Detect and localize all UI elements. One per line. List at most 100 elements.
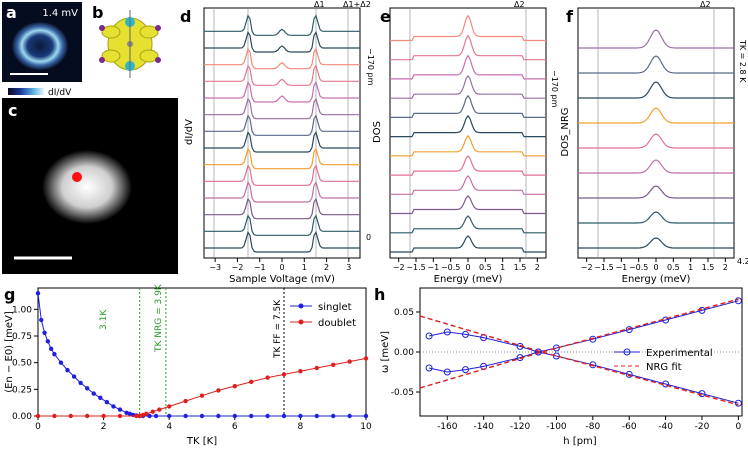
spectra-d xyxy=(204,14,360,253)
g-plot-point-1-0 xyxy=(35,413,41,419)
f-ticks-label-0: −2 xyxy=(581,263,593,272)
right-label-f: TK = 2.8 K xyxy=(738,39,747,83)
ylabel-f: DOS_NRG xyxy=(560,107,571,156)
legend-singlet: singlet xyxy=(318,302,352,313)
d-traces-trace-5 xyxy=(204,147,360,170)
f-traces-trace-6 xyxy=(578,81,734,99)
d-traces-trace-13 xyxy=(204,14,360,36)
colorbar xyxy=(8,88,44,95)
h-plot-point-1-5 xyxy=(534,348,542,356)
g-plot-xtick-label-1: 2 xyxy=(101,422,107,432)
top-label-f: Δ2 xyxy=(700,0,711,9)
e-traces-trace-4 xyxy=(390,154,546,176)
g-plot-point-0-15 xyxy=(117,407,123,412)
h-plot-point-0-8 xyxy=(625,326,633,334)
annot-nrg: TK NRG = 3.9K xyxy=(154,283,164,353)
g-plot-point-1-18 xyxy=(265,375,270,380)
panel-letter-h: h xyxy=(374,285,385,304)
xlabel-d: Sample Voltage (mV) xyxy=(229,274,335,285)
g-plot-point-0-11 xyxy=(91,391,96,396)
f-ticks-label-3: −0.5 xyxy=(629,263,648,272)
g-plot-point-0-13 xyxy=(104,399,110,405)
annot-3p1k: 3.1K xyxy=(99,309,109,330)
g-plot-point-0-23 xyxy=(153,413,159,419)
d-traces-trace-12 xyxy=(204,30,360,53)
ylabel-h: ω [meV] xyxy=(380,331,391,373)
g-plot-ytick-label-0: 0.00 xyxy=(12,412,32,422)
right-bottom-f: 4.2 xyxy=(737,257,748,266)
f-ticks-label-6: 1 xyxy=(688,263,693,272)
panel-letter-e: e xyxy=(380,7,391,26)
g-plot-point-0-28 xyxy=(232,413,237,419)
panel-b: b xyxy=(92,3,161,78)
panel-letter-b: b xyxy=(92,3,103,22)
f-traces-trace-2 xyxy=(578,185,734,199)
g-plot-point-1-15 xyxy=(216,388,221,393)
g-plot-xtick-label-2: 4 xyxy=(166,422,172,432)
d-ticks-label-5: 2 xyxy=(324,263,329,272)
f-traces-trace-0 xyxy=(578,237,734,249)
g-plot-point-1-23 xyxy=(347,359,352,364)
h-plot-point-1-2 xyxy=(461,366,469,374)
panel-e: e −2 −1.5 −1 −0.5 0 0.5 1 1.5 2 Δ2 DOS Energy (m… xyxy=(372,0,559,285)
ylabel-d: dI/dV xyxy=(184,119,195,145)
d-traces-trace-7 xyxy=(204,114,360,136)
plot-g: 0 2 4 6 8 10 0.00 0.25 0.50 0.75 1.00 xyxy=(12,288,372,432)
g-plot-point-0-1 xyxy=(39,317,44,323)
g-plot-point-0-4 xyxy=(48,346,54,351)
e-traces-trace-1 xyxy=(390,215,546,234)
h-plot-xtick-label-3: -100 xyxy=(546,422,567,432)
g-plot-point-1-1 xyxy=(52,413,57,419)
legend-g: singlet doublet xyxy=(290,302,356,329)
f-ticks-label-5: 0.5 xyxy=(667,263,680,272)
h-plot-ytick-label-0: -0.05 xyxy=(391,388,414,398)
d-traces-trace-1 xyxy=(204,214,360,236)
g-plot-xtick-label-0: 0 xyxy=(35,422,41,432)
e-ticks-label-8: 2 xyxy=(535,263,540,272)
panel-c: c xyxy=(2,98,178,274)
e-traces-trace-8 xyxy=(390,74,546,99)
g-plot-point-0-14 xyxy=(111,404,116,409)
ylabel-g: (En − E0) [meV] xyxy=(4,311,15,393)
xticks-f: −2 −1.5 −1 −0.5 0 0.5 1 1.5 2 xyxy=(581,258,728,272)
g-plot-point-1-24 xyxy=(363,356,369,361)
h-plot-point-0-1 xyxy=(443,328,451,336)
f-traces-trace-8 xyxy=(578,29,734,49)
d-traces-trace-10 xyxy=(204,64,360,86)
guide-lines-e xyxy=(409,8,527,258)
g-plot-point-0-24 xyxy=(167,413,172,419)
g-plot-point-1-3 xyxy=(85,413,90,419)
g-plot-point-1-14 xyxy=(199,393,205,398)
d-traces-trace-0 xyxy=(204,230,360,253)
spectra-f xyxy=(578,29,734,249)
annot-ff: TK FF = 7.5K xyxy=(273,299,283,359)
g-plot-point-0-25 xyxy=(183,413,188,419)
right-label-e: −170 pm xyxy=(550,70,559,108)
guide-lines-d xyxy=(213,8,349,258)
g-plot-point-0-6 xyxy=(58,360,64,365)
h-plot-point-1-8 xyxy=(625,370,633,378)
f-ticks-label-1: −1.5 xyxy=(594,263,613,272)
e-traces-trace-6 xyxy=(390,114,546,138)
h-plot-xtick-label-4: -80 xyxy=(585,422,600,432)
xticks-d: −3 −2 −1 0 1 2 3 xyxy=(209,258,351,272)
g-plot-point-1-11 xyxy=(157,407,162,412)
g-plot-point-0-0 xyxy=(35,291,41,296)
g-plot-point-0-33 xyxy=(314,413,319,419)
h-plot-xtick-label-5: -60 xyxy=(622,422,637,432)
g-plot-point-1-19 xyxy=(281,372,287,377)
top-label-d1: Δ1 xyxy=(314,0,325,9)
e-ticks-label-1: −1.5 xyxy=(406,263,425,272)
g-plot-point-0-12 xyxy=(98,395,103,401)
g-plot-point-1-10 xyxy=(150,409,155,414)
g-plot-point-1-6 xyxy=(134,413,139,419)
g-plot-point-1-16 xyxy=(232,383,237,389)
legend-nrg-fit: NRG fit xyxy=(646,362,682,373)
g-plot-point-0-35 xyxy=(347,413,352,419)
g-plot-point-1-4 xyxy=(101,413,106,419)
d-ticks-label-0: −3 xyxy=(209,263,221,272)
d-ticks-label-2: −1 xyxy=(254,263,266,272)
h-plot-point-0-11 xyxy=(734,297,742,305)
molecule-ring xyxy=(12,22,68,70)
